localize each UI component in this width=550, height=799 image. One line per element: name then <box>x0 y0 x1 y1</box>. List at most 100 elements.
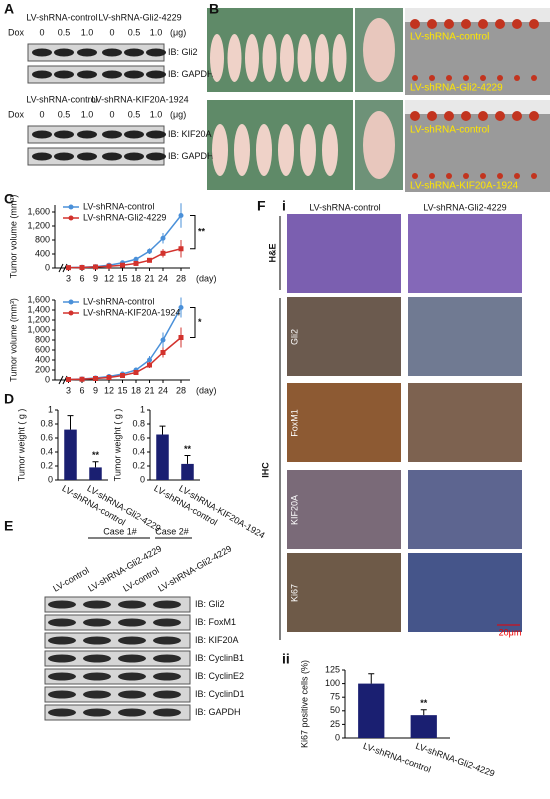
row-label: Ki67 <box>289 584 299 602</box>
bar <box>64 429 77 480</box>
dose-label: Dox <box>8 27 25 37</box>
y-axis-label: Ki67 positive cells (%) <box>299 660 309 748</box>
y-tick-label: 1 <box>48 404 53 414</box>
band <box>146 130 166 139</box>
band <box>54 70 74 79</box>
band <box>32 152 52 161</box>
band <box>118 654 146 663</box>
marker <box>160 337 166 343</box>
micrograph <box>287 214 401 293</box>
band <box>153 672 181 681</box>
y-tick-label: 25 <box>330 719 340 729</box>
x-tick-label: 21 <box>144 273 154 283</box>
marker <box>106 375 112 380</box>
x-tick-label: 9 <box>93 385 98 395</box>
bar <box>410 715 437 738</box>
series-line <box>68 307 182 381</box>
group-label: LV-shRNA-control <box>26 12 97 22</box>
tumor <box>410 111 420 121</box>
blot-label: IB: KIF20A <box>168 129 212 139</box>
bar <box>358 683 385 738</box>
tumor <box>497 173 503 179</box>
marker <box>133 256 139 262</box>
lane-label: LV-shRNA-Gli2-4229 <box>156 543 233 593</box>
y-tick-label: 0 <box>335 732 340 742</box>
tumor <box>427 19 437 29</box>
band <box>48 690 76 699</box>
y-tick-label: 0.6 <box>132 432 145 442</box>
legend-label: LV-shRNA-control <box>83 296 154 306</box>
dose: 0.5 <box>128 109 141 119</box>
tumor <box>514 75 520 81</box>
marker <box>147 248 152 254</box>
band <box>83 636 111 645</box>
y-tick-label: 50 <box>330 705 340 715</box>
mouse <box>256 124 272 176</box>
marker <box>66 265 71 271</box>
x-tick-label: 15 <box>117 385 127 395</box>
x-tick-label: 24 <box>158 385 168 395</box>
legend-label: LV-shRNA-control <box>83 201 154 211</box>
band <box>118 600 146 609</box>
x-tick-label: 28 <box>176 385 186 395</box>
y-tick-label: 1,400 <box>27 304 50 314</box>
legend-marker <box>68 215 74 221</box>
x-axis-label: (day) <box>196 273 217 283</box>
y-tick-label: 1,600 <box>27 294 50 304</box>
marker <box>178 305 184 310</box>
lane-label: LV-control <box>51 565 91 594</box>
dose: 0 <box>109 27 114 37</box>
micrograph <box>408 214 522 293</box>
legend-label: LV-shRNA-Gli2-4229 <box>83 212 166 222</box>
column-label: LV-shRNA-Gli2-4229 <box>423 202 506 212</box>
y-tick-label: 0.2 <box>40 460 53 470</box>
band <box>32 130 52 139</box>
y-tick-label: 1 <box>140 404 145 414</box>
y-tick-label: 0 <box>48 474 53 484</box>
y-tick-label: 400 <box>35 354 50 364</box>
error-bar <box>92 461 99 468</box>
band <box>153 600 181 609</box>
tumor <box>427 111 437 121</box>
band <box>118 618 146 627</box>
x-tick-label: 12 <box>104 385 114 395</box>
annotation: ** <box>198 227 206 237</box>
x-tick-label: 6 <box>79 385 84 395</box>
tumor <box>480 173 486 179</box>
panel-label: F <box>257 198 266 214</box>
error-bar <box>368 673 375 684</box>
tumor <box>480 75 486 81</box>
blot-label: IB: Gli2 <box>168 47 198 57</box>
band <box>83 618 111 627</box>
x-tick-label: 21 <box>144 385 154 395</box>
band <box>48 600 76 609</box>
error-bar <box>67 415 74 430</box>
marker <box>133 370 139 375</box>
marker <box>178 335 184 340</box>
band <box>32 48 52 57</box>
tumor <box>412 173 418 179</box>
y-tick-label: 400 <box>35 248 50 258</box>
micrograph <box>408 383 522 462</box>
series-line <box>68 215 182 269</box>
legend-label: LV-shRNA-KIF20A-1924 <box>83 307 180 317</box>
y-tick-label: 0.8 <box>132 418 145 428</box>
y-tick-label: 0.4 <box>132 446 145 456</box>
y-axis-label: Tumor weight ( g ) <box>16 409 26 482</box>
x-axis-label: (day) <box>196 385 217 395</box>
case-label: Case 1# <box>103 526 137 536</box>
marker <box>160 235 166 241</box>
tumor <box>478 19 488 29</box>
micrograph <box>408 553 522 632</box>
tumor <box>478 111 488 121</box>
blot-label: IB: CyclinD1 <box>195 689 245 699</box>
x-tick-label: 9 <box>93 273 98 283</box>
sig-bracket <box>190 215 196 250</box>
band <box>48 654 76 663</box>
tumor <box>463 173 469 179</box>
band <box>146 70 166 79</box>
y-tick-label: 1,000 <box>27 324 50 334</box>
marker <box>133 260 139 266</box>
mouse <box>278 124 294 176</box>
mouse <box>210 34 224 82</box>
